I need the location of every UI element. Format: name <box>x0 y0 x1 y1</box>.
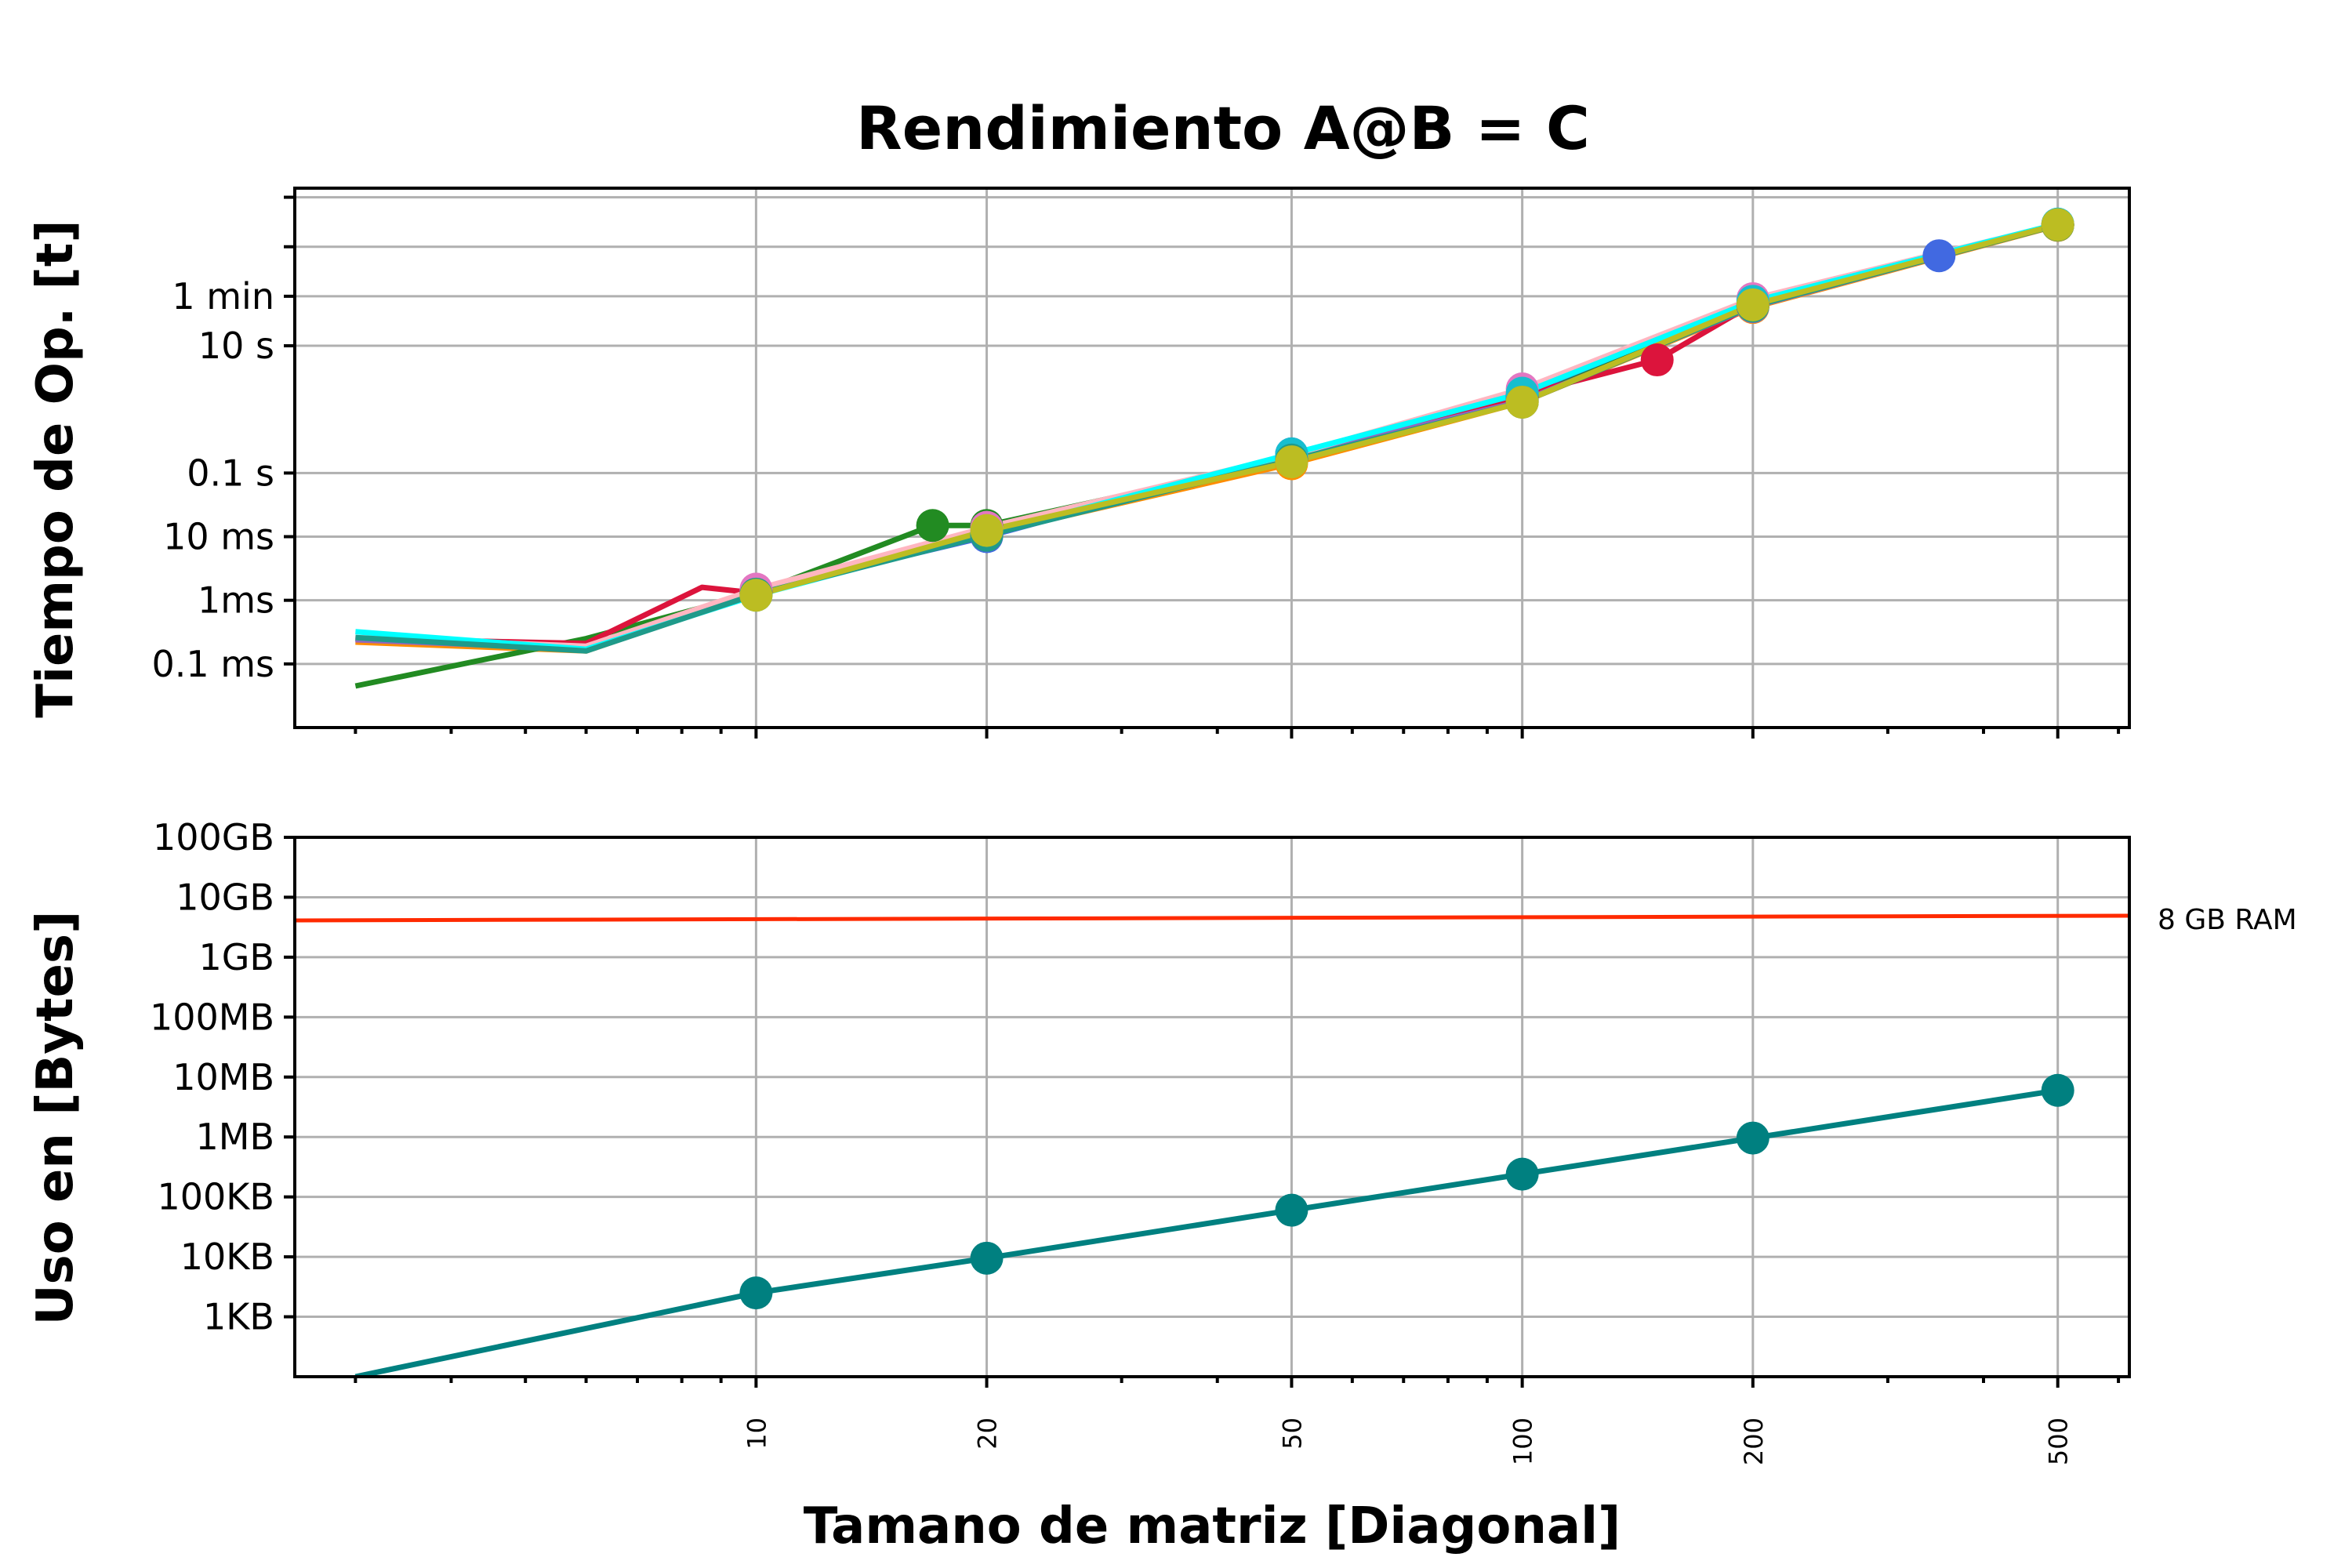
top-plot-area: 0.1 ms 1ms 10 ms 0.1 s 10 s 1 min <box>151 187 2131 739</box>
top-y-axis-label: Tiempo de Op. [t] <box>27 220 85 717</box>
x-tick-label: 100 <box>1508 1417 1538 1465</box>
ram-limit-line <box>294 913 2130 923</box>
bottom-y-tick-label: 10KB <box>180 1236 274 1278</box>
top-data-point <box>916 509 949 543</box>
bottom-data-point <box>1736 1121 1769 1155</box>
top-data-point <box>1275 445 1308 479</box>
bottom-y-tick-label: 1KB <box>203 1296 274 1338</box>
top-y-tick-label: 0.1 s <box>187 452 274 494</box>
bottom-y-tick-label: 10GB <box>176 876 274 918</box>
x-tick-label: 500 <box>2044 1417 2074 1465</box>
ram-limit-label: 8 GB RAM <box>2158 904 2297 936</box>
top-data-point <box>1640 343 1674 377</box>
bottom-data-point <box>739 1276 773 1310</box>
bottom-series-group <box>354 1073 2074 1377</box>
top-y-tick-label: 0.1 ms <box>151 643 274 685</box>
top-series-line-8 <box>755 222 2059 598</box>
top-data-point <box>970 514 1004 547</box>
bottom-y-tick-label: 1MB <box>195 1116 274 1158</box>
top-y-tick-label: 1ms <box>198 579 274 622</box>
top-data-point <box>739 579 773 612</box>
chart-title: Rendimiento A@B = C <box>856 93 1590 163</box>
bottom-y-tick-label: 1GB <box>199 936 274 978</box>
top-data-point <box>2041 208 2074 241</box>
x-axis-label: Tamano de matriz [Diagonal] <box>804 1497 1621 1555</box>
bottom-data-point <box>1275 1193 1308 1227</box>
top-y-tick-label: 10 s <box>198 325 274 367</box>
bottom-data-point <box>2041 1073 2074 1107</box>
x-tick-label: 50 <box>1277 1417 1307 1450</box>
top-axes-frame <box>293 187 2131 729</box>
bottom-y-tick-label: 100GB <box>153 816 274 858</box>
top-y-tick-label: 10 ms <box>163 516 274 558</box>
bottom-data-point <box>970 1241 1004 1275</box>
top-series-line-6 <box>355 221 2059 652</box>
bottom-y-tick-label: 100MB <box>150 996 274 1038</box>
top-data-point <box>1736 288 1769 321</box>
x-tick-label: 10 <box>742 1417 771 1450</box>
bottom-data-point <box>1505 1157 1539 1191</box>
x-tick-label: 200 <box>1739 1417 1769 1465</box>
top-y-tick-label: 1 min <box>172 275 274 318</box>
bottom-y-tick-label: 10MB <box>172 1056 274 1098</box>
bottom-y-tick-label: 100KB <box>157 1176 274 1218</box>
bottom-axes-frame <box>293 836 2131 1378</box>
bottom-series-line-0 <box>354 1087 2059 1377</box>
top-data-point <box>1922 239 1956 273</box>
top-series-group <box>354 207 2074 689</box>
x-tick-label: 20 <box>973 1417 1003 1450</box>
bottom-y-axis-label: Uso en [Bytes] <box>27 911 85 1326</box>
top-grid <box>295 188 2129 728</box>
top-data-point <box>1505 385 1539 419</box>
bottom-plot-area: 1KB 10KB 100KB 1MB 10MB 100MB 1GB 10GB 100GB 8 GB… <box>150 816 2297 1465</box>
